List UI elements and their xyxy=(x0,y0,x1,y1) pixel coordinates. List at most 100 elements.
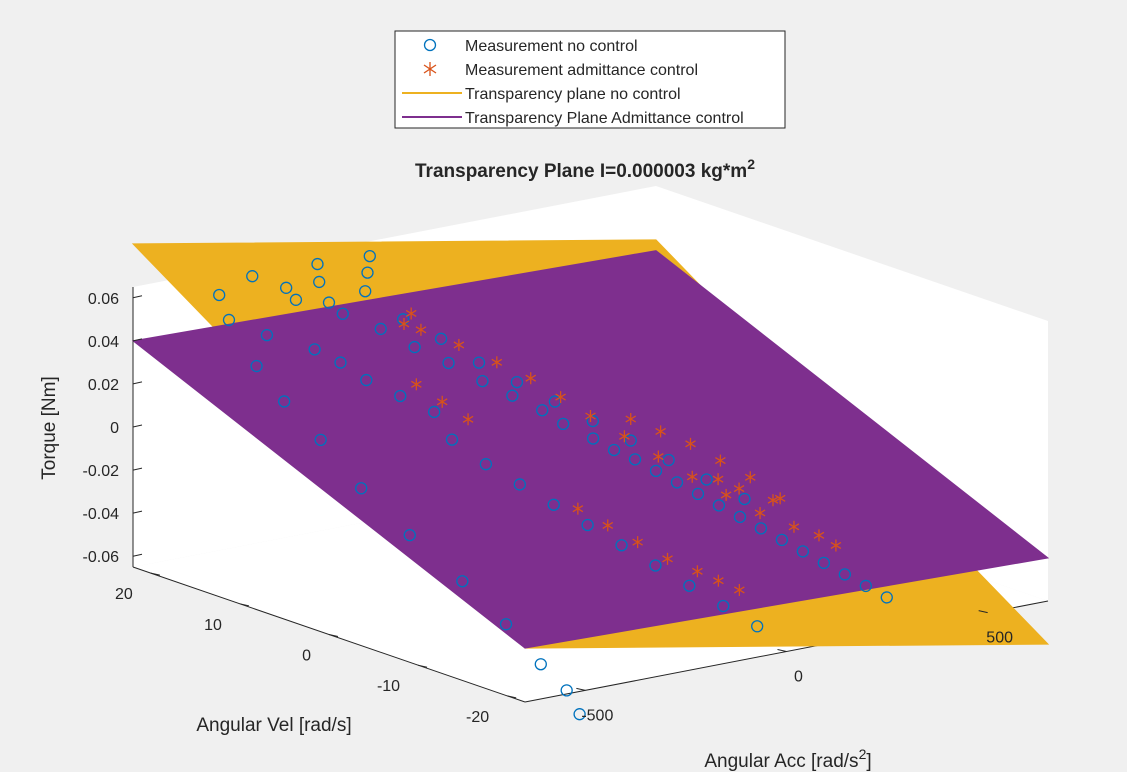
data-point xyxy=(322,296,336,309)
data-point xyxy=(652,450,664,463)
data-point xyxy=(311,257,324,271)
data-point xyxy=(434,332,448,345)
data-point xyxy=(662,453,675,467)
x-tick-label: 0 xyxy=(794,669,803,686)
data-point xyxy=(692,565,703,578)
data-point xyxy=(499,618,513,631)
data-point xyxy=(817,556,831,570)
x-tick xyxy=(978,610,988,614)
data-point xyxy=(572,502,584,515)
data-point xyxy=(336,307,349,320)
data-point xyxy=(442,356,455,370)
data-point xyxy=(456,575,469,588)
data-point xyxy=(278,395,291,408)
data-point xyxy=(359,285,372,298)
data-point xyxy=(428,405,441,419)
data-point xyxy=(585,410,596,422)
data-point xyxy=(472,356,486,369)
x-tick xyxy=(576,687,586,691)
data-point xyxy=(813,529,825,542)
data-point xyxy=(260,328,274,342)
z-tick xyxy=(132,381,143,385)
data-point xyxy=(398,317,410,330)
data-point xyxy=(733,510,747,524)
data-point xyxy=(625,413,637,425)
data-point xyxy=(649,464,663,477)
y-tick-label: -10 xyxy=(377,678,400,695)
z-tick xyxy=(132,295,143,299)
z-tick-label: 0.06 xyxy=(88,291,119,308)
data-point xyxy=(360,373,373,387)
data-point xyxy=(394,389,407,403)
legend-label: Transparency plane no control xyxy=(465,86,681,103)
x-tick xyxy=(777,649,787,652)
data-point xyxy=(222,313,236,327)
data-point xyxy=(751,620,764,633)
data-point xyxy=(280,281,293,294)
surface-transparency-plane-admittance-control xyxy=(131,250,1050,649)
legend-entry-plane-no-control: Transparency plane no control xyxy=(402,86,681,103)
data-point xyxy=(607,443,621,457)
data-point xyxy=(408,340,421,354)
axis-ticks: -0.06 -0.04 -0.02 0 0.02 0.04 0.06 -20 -10 0 10 20 -… xyxy=(83,291,1014,726)
legend-label: Transparency Plane Admittance control xyxy=(465,110,744,127)
y-tick-label: 10 xyxy=(204,617,222,634)
data-point xyxy=(733,482,745,495)
data-point xyxy=(250,359,263,373)
data-point xyxy=(649,559,662,572)
data-point xyxy=(525,372,537,385)
data-point xyxy=(476,374,489,388)
z-tick xyxy=(132,467,143,471)
y-tick xyxy=(417,664,428,668)
data-point xyxy=(403,529,416,542)
data-point xyxy=(213,288,226,302)
data-point xyxy=(738,492,751,506)
y-axis-label: Angular Vel [rad/s] xyxy=(196,715,351,736)
axes-3d: -0.06 -0.04 -0.02 0 0.02 0.04 0.06 -20 -10 0 10 20 -… xyxy=(83,186,1050,726)
z-tick-label: 0.02 xyxy=(88,377,119,394)
data-point xyxy=(314,433,327,447)
series-measurement-no-control xyxy=(213,249,893,721)
data-point xyxy=(534,658,547,671)
data-point xyxy=(655,425,666,438)
data-point xyxy=(859,579,872,593)
z-tick xyxy=(132,510,143,514)
data-point xyxy=(289,293,303,306)
y-tick-label: -20 xyxy=(466,709,489,726)
data-point xyxy=(581,518,594,532)
data-point xyxy=(685,437,696,450)
data-point xyxy=(754,506,766,519)
data-point xyxy=(767,494,779,507)
data-point xyxy=(479,458,493,471)
data-point xyxy=(734,583,745,596)
data-point xyxy=(796,545,810,558)
data-point xyxy=(557,417,570,431)
data-point xyxy=(586,414,599,428)
series-measurement-admittance-control xyxy=(398,307,842,596)
data-point xyxy=(355,482,368,495)
data-point xyxy=(462,413,474,426)
data-point xyxy=(628,453,642,466)
data-point xyxy=(615,539,628,552)
data-point xyxy=(374,322,387,336)
legend-entry-admittance: Measurement admittance control xyxy=(423,62,698,79)
z-tick-label: 0.04 xyxy=(88,334,119,351)
z-tick xyxy=(132,553,143,557)
data-point xyxy=(838,568,851,581)
chart-title: Transparency Plane I=0.000003 kg*m2 xyxy=(415,156,755,182)
data-point xyxy=(586,432,600,445)
data-point xyxy=(744,471,756,484)
data-point xyxy=(830,539,842,552)
data-point xyxy=(560,684,573,697)
z-tick-label: -0.02 xyxy=(83,463,120,480)
data-point xyxy=(573,708,586,721)
data-point xyxy=(411,378,422,391)
data-point xyxy=(453,338,465,351)
data-point xyxy=(536,404,549,417)
x-tick-label: 500 xyxy=(986,630,1013,647)
z-tick xyxy=(132,338,143,342)
data-point xyxy=(506,389,519,402)
legend: Measurement no control Measurement admit… xyxy=(394,30,786,129)
data-point xyxy=(775,533,789,547)
z-tick-label: -0.06 xyxy=(83,549,120,566)
